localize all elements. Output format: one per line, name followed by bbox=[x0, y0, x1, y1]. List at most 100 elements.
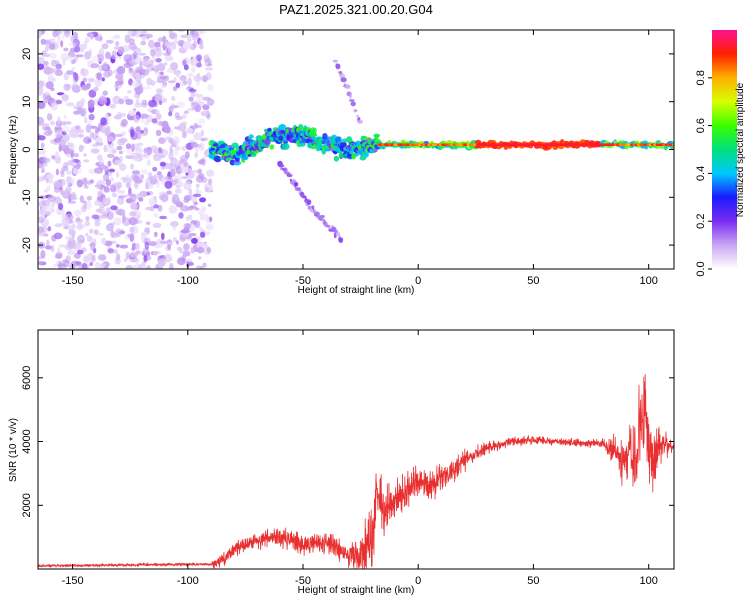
noise-speckle bbox=[164, 136, 173, 141]
noise-speckle bbox=[106, 136, 115, 142]
x-tick-label: 50 bbox=[527, 575, 539, 587]
noise-speckle bbox=[119, 244, 129, 249]
noise-speckle bbox=[38, 226, 45, 234]
noise-speckle bbox=[174, 188, 182, 194]
noise-speckle bbox=[122, 213, 126, 223]
noise-speckle bbox=[178, 30, 185, 33]
noise-speckle bbox=[181, 121, 187, 126]
noise-speckle bbox=[208, 178, 213, 186]
noise-speckle bbox=[122, 177, 131, 183]
noise-speckle bbox=[55, 132, 62, 139]
noise-speckle bbox=[54, 196, 61, 202]
noise-speckle bbox=[52, 263, 57, 268]
noise-speckle bbox=[170, 62, 179, 71]
snr-series-line bbox=[38, 374, 674, 569]
noise-speckle bbox=[61, 94, 69, 102]
noise-speckle bbox=[48, 38, 56, 42]
trace-blob bbox=[298, 124, 304, 130]
noise-speckle bbox=[84, 220, 91, 227]
noise-speckle bbox=[200, 206, 207, 212]
noise-speckle bbox=[128, 38, 135, 46]
noise-speckle bbox=[53, 188, 61, 193]
trace-blob bbox=[373, 133, 381, 138]
noise-speckle bbox=[89, 228, 94, 234]
noise-speckle bbox=[167, 46, 174, 53]
noise-speckle bbox=[169, 263, 174, 269]
noise-speckle bbox=[199, 142, 205, 152]
noise-speckle bbox=[69, 237, 75, 242]
noise-speckle bbox=[106, 153, 115, 158]
noise-speckle bbox=[60, 40, 64, 48]
noise-speckle bbox=[60, 171, 65, 178]
noise-speckle bbox=[38, 116, 45, 126]
x-tick-label: -100 bbox=[177, 575, 199, 587]
noise-speckle bbox=[174, 193, 179, 202]
noise-speckle bbox=[52, 196, 62, 205]
noise-speckle bbox=[76, 106, 83, 114]
noise-speckle bbox=[116, 181, 122, 189]
noise-speckle bbox=[98, 254, 107, 261]
noise-speckle bbox=[78, 265, 83, 269]
x-tick-label: 0 bbox=[415, 275, 421, 287]
noise-speckle bbox=[116, 243, 120, 248]
branch-blob bbox=[335, 230, 339, 234]
branch-blob bbox=[326, 224, 331, 228]
noise-speckle bbox=[86, 195, 92, 201]
snr-panel: -150 -100 -50 0 50 100 2000 4000 6000 Height of… bbox=[8, 329, 675, 596]
noise-speckle bbox=[46, 173, 55, 180]
noise-speckle bbox=[107, 248, 115, 254]
noise-speckle bbox=[176, 70, 180, 78]
noise-speckle bbox=[83, 177, 88, 187]
noise-speckle bbox=[129, 251, 139, 258]
noise-speckle bbox=[192, 34, 198, 41]
noise-speckle bbox=[125, 143, 132, 150]
colorbar-tick-label: 0.6 bbox=[695, 118, 707, 133]
noise-speckle bbox=[207, 203, 212, 207]
noise-speckle bbox=[134, 243, 140, 250]
noise-speckle bbox=[54, 125, 58, 134]
noise-speckle bbox=[146, 264, 151, 269]
noise-speckle bbox=[155, 129, 162, 137]
noise-speckle bbox=[206, 169, 215, 177]
noise-speckle bbox=[191, 66, 196, 73]
noise-speckle bbox=[116, 253, 121, 261]
noise-speckle bbox=[76, 249, 84, 255]
noise-speckle bbox=[158, 258, 166, 267]
noise-speckle bbox=[98, 96, 108, 105]
noise-speckle bbox=[48, 43, 56, 51]
noise-speckle bbox=[95, 141, 101, 146]
noise-speckle bbox=[71, 67, 75, 72]
noise-speckle bbox=[197, 118, 206, 125]
trace-core bbox=[671, 143, 674, 146]
noise-speckle bbox=[38, 30, 42, 39]
noise-speckle bbox=[102, 90, 108, 96]
noise-speckle bbox=[50, 245, 55, 253]
noise-speckle bbox=[38, 101, 46, 109]
noise-speckle bbox=[184, 151, 190, 159]
noise-speckle bbox=[88, 113, 95, 121]
noise-speckle bbox=[191, 30, 196, 36]
noise-speckle bbox=[53, 232, 63, 240]
spectrogram-xlabel: Height of straight line (km) bbox=[298, 285, 415, 296]
y-tick-label: -10 bbox=[21, 189, 33, 205]
noise-speckle bbox=[150, 49, 156, 57]
noise-speckle bbox=[168, 111, 173, 117]
noise-speckle bbox=[187, 261, 195, 266]
noise-speckle bbox=[100, 214, 109, 219]
noise-speckle bbox=[144, 206, 152, 211]
noise-speckle bbox=[71, 234, 75, 239]
noise-speckle bbox=[116, 208, 126, 216]
noise-speckle bbox=[105, 223, 114, 232]
noise-speckle bbox=[94, 220, 101, 227]
noise-speckle bbox=[46, 113, 53, 121]
noise-speckle bbox=[85, 124, 92, 133]
noise-speckle bbox=[70, 225, 77, 231]
noise-speckle bbox=[90, 179, 94, 184]
noise-speckle bbox=[172, 136, 180, 146]
noise-speckle bbox=[133, 114, 140, 123]
noise-speckle bbox=[119, 113, 127, 117]
noise-speckle bbox=[139, 190, 148, 198]
colorbar: 0.0 0.2 0.4 0.6 0.8 Normalized spectral ampl… bbox=[695, 30, 746, 277]
noise-speckle bbox=[75, 54, 84, 58]
noise-speckle bbox=[41, 123, 50, 132]
